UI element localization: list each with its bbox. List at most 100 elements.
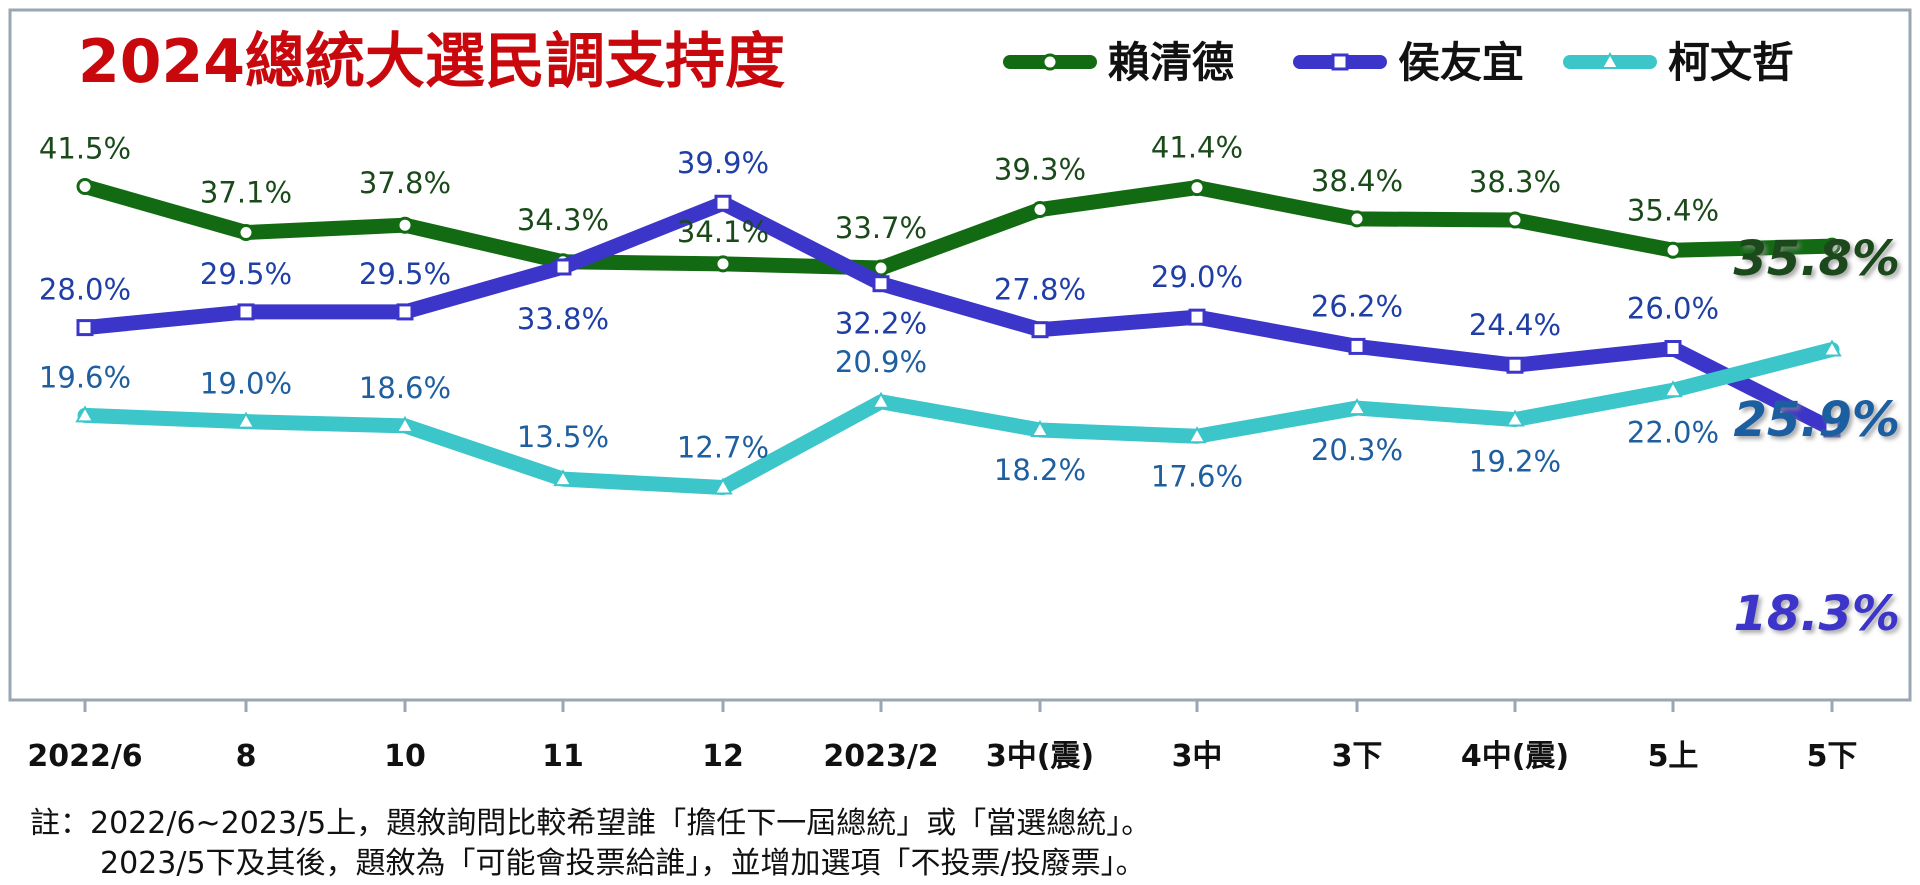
- series-1: [76, 194, 1841, 438]
- data-label: 17.6%: [1151, 459, 1243, 493]
- point-marker: [1664, 241, 1682, 259]
- point-marker: [871, 391, 891, 409]
- x-axis: 2022/6 8 10 11 12 2023/2 3中(震) 3中 3下 4中(震) 5上 5下: [10, 698, 1910, 774]
- point-marker: [1187, 426, 1207, 444]
- data-label: 35.4%: [1627, 193, 1719, 227]
- x-tick-label: 5上: [1648, 739, 1699, 774]
- data-label: 12.7%: [677, 430, 769, 464]
- data-label-final: 18.3%: [1733, 586, 1900, 642]
- point-marker: [1331, 53, 1349, 71]
- data-label: 24.4%: [1469, 308, 1561, 342]
- data-label-final: 35.8%: [1733, 231, 1900, 287]
- point-marker: [1823, 420, 1841, 438]
- point-marker: [713, 477, 733, 495]
- data-label: 33.7%: [835, 211, 927, 245]
- legend-label: 賴清德: [1108, 38, 1234, 87]
- point-marker: [1348, 210, 1366, 228]
- x-tick-label: 12: [702, 739, 744, 774]
- data-label: 32.2%: [835, 307, 927, 341]
- point-marker: [1506, 356, 1524, 374]
- data-label-final: 25.9%: [1733, 392, 1900, 448]
- data-label: 38.3%: [1469, 165, 1561, 199]
- point-marker: [1031, 321, 1049, 339]
- point-marker: [1348, 337, 1366, 355]
- data-label: 37.1%: [200, 176, 292, 210]
- legend-label: 侯友宜: [1398, 38, 1524, 87]
- point-marker: [1822, 339, 1842, 357]
- data-label: 18.6%: [359, 371, 451, 405]
- footnote-line-1: 註：2022/6~2023/5上，題敘詢問比較希望誰「擔任下一屆總統」或「當選總…: [30, 806, 1152, 841]
- point-marker: [1188, 308, 1206, 326]
- point-marker: [1663, 380, 1683, 398]
- series-line: [77, 195, 1840, 437]
- point-marker: [1823, 237, 1841, 255]
- point-marker: [872, 275, 890, 293]
- data-label: 13.5%: [517, 420, 609, 454]
- data-label: 29.5%: [200, 257, 292, 291]
- data-labels: 41.5% 37.1% 37.8% 34.3% 34.1% 33.7% 39.3% 41.4%…: [39, 131, 1900, 642]
- data-label: 41.5%: [39, 132, 131, 166]
- x-tick-label: 2023/2: [823, 739, 938, 774]
- point-marker: [714, 194, 732, 212]
- data-label: 19.6%: [39, 360, 131, 394]
- point-marker: [237, 303, 255, 321]
- point-marker: [714, 255, 732, 273]
- data-label: 19.2%: [1469, 445, 1561, 479]
- legend-label: 柯文哲: [1668, 38, 1794, 87]
- data-label: 29.0%: [1151, 260, 1243, 294]
- data-label: 20.3%: [1311, 433, 1403, 467]
- data-label: 39.3%: [994, 153, 1086, 187]
- x-tick-label: 4中(震): [1461, 739, 1569, 774]
- series-2: [75, 339, 1842, 495]
- point-marker: [872, 259, 890, 277]
- chart-title: 2024總統大選民調支持度: [78, 27, 785, 97]
- data-label: 28.0%: [39, 273, 131, 307]
- legend: 賴清德 侯友宜 柯文哲: [1003, 38, 1794, 87]
- point-marker: [396, 216, 414, 234]
- data-label: 26.2%: [1311, 289, 1403, 323]
- point-marker: [76, 178, 94, 196]
- chart: 2024總統大選民調支持度 賴清德 侯友宜 柯文哲 2022/6 8 10 11 12 202…: [8, 8, 1912, 774]
- series-line: [77, 179, 1840, 276]
- point-marker: [1031, 201, 1049, 219]
- x-tick-label: 3下: [1332, 739, 1383, 774]
- data-label: 19.0%: [200, 367, 292, 401]
- point-marker: [237, 224, 255, 242]
- x-tick-label: 5下: [1807, 739, 1858, 774]
- x-tick-label: 3中(震): [986, 739, 1094, 774]
- series-line: [77, 342, 1840, 495]
- data-label: 34.3%: [517, 203, 609, 237]
- point-marker: [553, 469, 573, 487]
- point-marker: [1188, 179, 1206, 197]
- x-tick-label: 10: [384, 739, 426, 774]
- data-label: 37.8%: [359, 166, 451, 200]
- data-label: 26.0%: [1627, 292, 1719, 326]
- x-tick-label: 2022/6: [27, 739, 142, 774]
- x-tick-label: 3中: [1172, 739, 1223, 774]
- point-marker: [236, 411, 256, 429]
- data-label: 18.2%: [994, 453, 1086, 487]
- legend-item-2: 柯文哲: [1563, 38, 1794, 87]
- point-marker: [1505, 409, 1525, 427]
- series-group: [75, 178, 1842, 495]
- point-marker: [1347, 398, 1367, 416]
- point-marker: [554, 258, 572, 276]
- point-marker: [395, 415, 415, 433]
- data-label: 41.4%: [1151, 131, 1243, 165]
- point-marker: [1664, 340, 1682, 357]
- footnote-line-2: 2023/5下及其後，題敘為「可能會投票給誰」，並增加選項「不投票/投廢票」。: [100, 846, 1146, 881]
- data-label: 38.4%: [1311, 164, 1403, 198]
- point-marker: [76, 319, 94, 337]
- data-label: 20.9%: [835, 345, 927, 379]
- point-marker: [1030, 419, 1050, 438]
- data-label: 34.1%: [677, 215, 769, 249]
- series-0: [76, 178, 1841, 277]
- data-label: 22.0%: [1627, 415, 1719, 449]
- point-marker: [1506, 211, 1524, 229]
- legend-item-1: 侯友宜: [1293, 38, 1524, 87]
- point-marker: [1600, 51, 1620, 69]
- point-marker: [1041, 53, 1059, 71]
- data-label: 39.9%: [677, 146, 769, 180]
- legend-item-0: 賴清德: [1003, 38, 1234, 87]
- x-tick-label: 8: [236, 739, 257, 774]
